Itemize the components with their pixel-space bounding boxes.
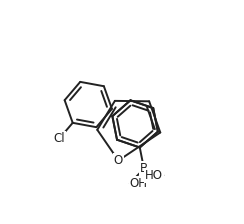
Text: Cl: Cl bbox=[54, 132, 65, 145]
Text: HO: HO bbox=[145, 169, 163, 182]
Text: B: B bbox=[140, 162, 148, 175]
Text: O: O bbox=[114, 154, 123, 167]
Text: OH: OH bbox=[130, 177, 148, 190]
